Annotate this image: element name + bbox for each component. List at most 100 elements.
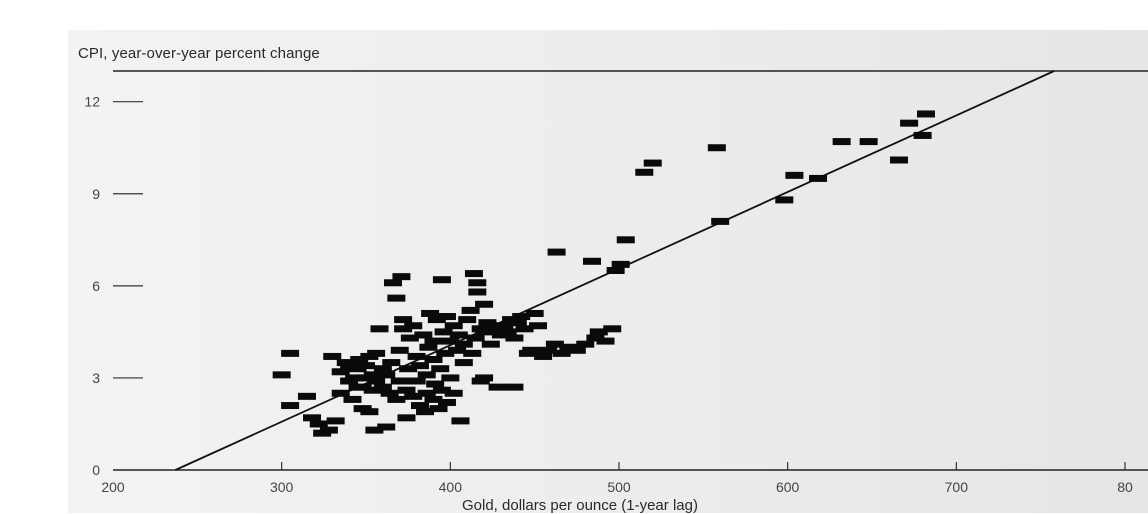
data-point xyxy=(417,371,436,379)
data-point xyxy=(416,408,435,416)
data-point xyxy=(603,325,622,333)
data-point xyxy=(552,349,571,357)
data-point xyxy=(326,417,345,425)
data-point xyxy=(534,352,553,360)
data-point xyxy=(481,340,500,348)
data-point xyxy=(397,414,416,422)
data-point xyxy=(281,402,300,410)
data-point xyxy=(434,328,453,336)
data-point xyxy=(576,340,595,348)
tick-labels: 0 3 6 9 12 200 300 400 500 600 700 80 xyxy=(84,94,1133,495)
data-point xyxy=(444,322,463,330)
x-axis-label: Gold, dollars per ounce (1-year lag) xyxy=(462,497,698,514)
data-point xyxy=(370,325,389,333)
data-point xyxy=(421,309,440,317)
data-point xyxy=(392,273,411,281)
axes xyxy=(113,70,1148,471)
data-point xyxy=(468,279,487,287)
data-point xyxy=(377,423,396,431)
data-point xyxy=(437,313,456,321)
data-point xyxy=(323,352,342,360)
data-point xyxy=(458,316,477,324)
data-point xyxy=(441,337,460,345)
data-point xyxy=(373,383,392,391)
data-point xyxy=(390,377,409,385)
data-point xyxy=(606,267,625,274)
data-point xyxy=(567,346,586,354)
data-point xyxy=(468,288,487,296)
y-tick-label: 9 xyxy=(92,186,100,202)
data-point xyxy=(410,402,429,410)
data-point xyxy=(281,349,300,357)
data-point xyxy=(832,138,851,146)
data-point xyxy=(505,383,524,391)
data-point xyxy=(454,359,473,367)
data-point xyxy=(397,386,416,394)
x-tick-label: 400 xyxy=(439,479,463,495)
data-point xyxy=(394,316,413,324)
data-point xyxy=(461,306,480,314)
data-point xyxy=(353,383,372,391)
data-point xyxy=(331,389,350,397)
data-point xyxy=(515,325,534,333)
y-tick-label: 6 xyxy=(92,278,100,294)
data-point xyxy=(586,334,605,342)
data-point xyxy=(363,386,382,394)
data-point xyxy=(478,319,497,327)
data-point xyxy=(426,380,445,388)
data-point xyxy=(448,346,467,354)
data-point xyxy=(463,349,482,357)
data-point xyxy=(367,377,386,385)
data-point xyxy=(454,340,473,348)
data-point xyxy=(363,371,382,379)
data-point xyxy=(495,322,514,330)
data-point xyxy=(427,316,446,324)
data-points xyxy=(272,110,935,437)
data-point xyxy=(589,328,608,336)
data-point xyxy=(365,426,384,434)
y-tick-label: 0 xyxy=(92,462,100,478)
data-point xyxy=(380,389,399,397)
data-point xyxy=(432,386,451,394)
data-point xyxy=(360,408,379,416)
data-point xyxy=(900,119,919,127)
data-point xyxy=(272,371,291,379)
data-point xyxy=(424,356,443,364)
data-point xyxy=(419,343,438,351)
data-point xyxy=(583,257,602,265)
x-tick-label: 600 xyxy=(776,479,800,495)
data-point xyxy=(437,398,456,406)
data-point xyxy=(417,389,436,397)
data-point xyxy=(407,352,426,360)
data-point xyxy=(475,300,494,308)
data-point xyxy=(522,346,541,354)
data-point xyxy=(431,365,450,373)
data-point xyxy=(436,349,455,357)
data-point xyxy=(809,174,828,182)
data-point xyxy=(512,313,531,321)
data-point xyxy=(410,362,429,370)
data-point xyxy=(377,371,396,379)
data-point xyxy=(913,131,932,139)
data-point xyxy=(350,356,369,364)
x-tick-label: 200 xyxy=(101,479,125,495)
data-point xyxy=(488,383,507,391)
data-point xyxy=(859,138,878,146)
data-point xyxy=(357,362,375,370)
data-point xyxy=(449,331,468,339)
data-point xyxy=(297,392,316,400)
data-point xyxy=(404,322,423,330)
data-point xyxy=(383,279,402,287)
data-point xyxy=(643,159,662,167)
data-point xyxy=(466,334,485,342)
y-tick-label: 3 xyxy=(92,370,100,386)
data-point xyxy=(475,374,494,382)
data-point xyxy=(367,349,386,357)
data-point xyxy=(483,325,502,333)
data-point xyxy=(407,377,426,385)
data-point xyxy=(596,337,615,345)
data-point xyxy=(432,276,451,284)
data-point xyxy=(399,365,418,373)
chart-title: CPI, year-over-year percent change xyxy=(78,45,320,62)
data-point xyxy=(319,426,338,434)
